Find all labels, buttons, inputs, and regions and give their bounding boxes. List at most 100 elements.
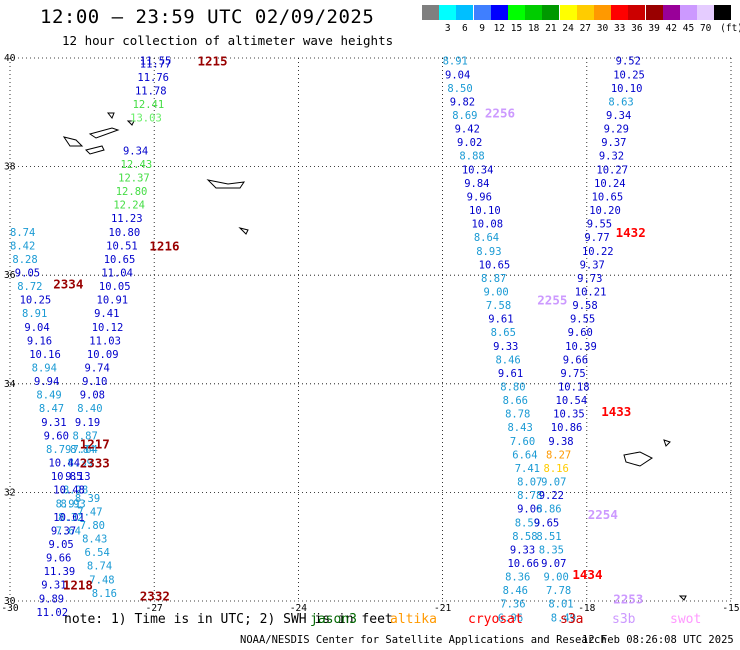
colorbar-swatch — [508, 5, 525, 20]
swh-value: 12.41 — [133, 99, 165, 111]
credit-text: NOAA/NESDIS Center for Satellite Applica… — [240, 634, 607, 646]
swh-value: 8.27 — [546, 449, 571, 461]
swh-value: 8.43 — [507, 422, 532, 434]
swh-value: 8.78 — [505, 409, 530, 421]
swh-value: 8.47 — [39, 403, 64, 415]
y-tick-label: 34 — [4, 379, 16, 390]
swh-value: 11.39 — [44, 566, 76, 578]
swh-value: 11.55 — [140, 56, 172, 68]
y-tick-label: 32 — [4, 487, 15, 498]
satellite-legend-s3b: s3b — [612, 612, 636, 627]
swh-value: 8.36 — [505, 572, 530, 584]
swh-value: 8.72 — [17, 281, 42, 293]
colorbar-swatch — [697, 5, 715, 20]
swh-value: 8.86 — [536, 504, 561, 516]
island-outline — [238, 227, 249, 235]
satellite-legend-cryosat: cryosat — [468, 612, 523, 627]
swh-value: 8.16 — [544, 463, 569, 475]
swh-value: 11.03 — [89, 335, 121, 347]
swh-value: 11.77 — [140, 58, 172, 70]
swh-value: 8.28 — [12, 254, 37, 266]
swh-value: 9.16 — [27, 335, 52, 347]
swh-value: 9.22 — [539, 490, 564, 502]
swh-value: 8.42 — [10, 240, 35, 252]
swh-value: 8.40 — [77, 403, 102, 415]
colorbar-swatch — [714, 5, 732, 20]
swh-value: 6.54 — [85, 547, 110, 559]
satellite-legend-altika: altika — [390, 612, 437, 627]
colorbar-swatch — [473, 5, 491, 20]
track-id-label: 2255 — [537, 293, 567, 308]
swh-value: 10.10 — [611, 83, 643, 95]
satellite-legend-swot: swot — [670, 612, 702, 627]
swh-value: 10.80 — [109, 227, 141, 239]
swh-value: 9.31 — [41, 417, 66, 429]
x-tick-label: -30 — [1, 603, 18, 614]
colorbar-label: 12 — [493, 23, 506, 34]
swh-value: 9.61 — [488, 314, 513, 326]
swh-value: 8.93 — [60, 498, 85, 510]
colorbar-label: 9 — [479, 23, 485, 34]
colorbar-label: 3 — [444, 23, 451, 34]
swh-value: 9.32 — [599, 151, 624, 163]
colorbar-swatch — [611, 5, 629, 20]
swh-value: 8.43 — [82, 534, 107, 546]
track-id-label: 1216 — [149, 238, 179, 253]
satellite-legend-s3a: s3a — [560, 612, 584, 627]
island-outline — [106, 112, 115, 119]
swh-value: 8.87 — [481, 273, 506, 285]
colorbar-swatch — [542, 5, 560, 20]
swh-value: 9.04 — [24, 322, 49, 334]
track-id-label: 2253 — [613, 591, 643, 606]
island-outline — [85, 145, 105, 155]
swh-value: 10.51 — [106, 240, 138, 252]
island-outline — [206, 179, 246, 189]
swh-value: 8.51 — [536, 531, 561, 543]
track-id-label: 2334 — [53, 276, 83, 291]
swh-value: 10.65 — [104, 254, 136, 266]
swh-value: 9.29 — [604, 124, 629, 136]
swh-value: 9.07 — [541, 558, 566, 570]
track-id-label: 2254 — [588, 507, 618, 522]
swh-value: 9.52 — [616, 56, 641, 68]
swh-value: 9.75 — [560, 368, 585, 380]
satellite-legend-jason3: jason3 — [310, 612, 357, 627]
swh-value: 9.34 — [606, 110, 631, 122]
timestamp-text: 12 Feb 08:26:08 UTC 2025 — [582, 634, 734, 646]
swh-value: 10.12 — [92, 322, 124, 334]
swh-value: 10.18 — [558, 382, 590, 394]
footer-note: note: 1) Time is in UTC; 2) SWH is in fe… — [64, 612, 393, 627]
colorbar-label: 30 — [596, 23, 609, 34]
y-tick-label: 40 — [4, 53, 16, 64]
swh-value: 8.49 — [551, 612, 576, 624]
colorbar-label: 18 — [527, 23, 540, 34]
swh-value: 8.65 — [491, 327, 516, 339]
swh-value: 9.73 — [577, 273, 602, 285]
track-id-label: 1217 — [80, 437, 110, 452]
swh-value: 8.46 — [503, 585, 528, 597]
swh-value: 9.84 — [464, 178, 489, 190]
colorbar-swatch — [680, 5, 697, 20]
swh-value: 8.58 — [512, 531, 537, 543]
swh-value: 9.02 — [457, 137, 482, 149]
colorbar-label: 42 — [665, 23, 678, 34]
colorbar-swatch — [490, 5, 508, 20]
swh-value: 10.25 — [20, 295, 52, 307]
colorbar-swatch — [439, 5, 457, 20]
swh-value: 9.37 — [580, 259, 605, 271]
swh-value: 10.25 — [613, 69, 645, 81]
swh-value: 9.41 — [94, 308, 119, 320]
colorbar-label: 70 — [699, 23, 712, 34]
swh-value: 6.64 — [512, 449, 537, 461]
swh-value: 7.64 — [56, 525, 81, 537]
swh-value: 9.37 — [51, 525, 76, 537]
colorbar-swatch — [594, 5, 611, 20]
x-tick-label: -18 — [578, 603, 595, 614]
track-id-label: 2332 — [140, 589, 170, 604]
swh-value: 8.94 — [32, 363, 57, 375]
swh-value: 7.78 — [546, 585, 571, 597]
swh-value: 9.96 — [467, 191, 492, 203]
swh-value: 9.66 — [46, 553, 71, 565]
swh-value: 9.19 — [75, 417, 100, 429]
